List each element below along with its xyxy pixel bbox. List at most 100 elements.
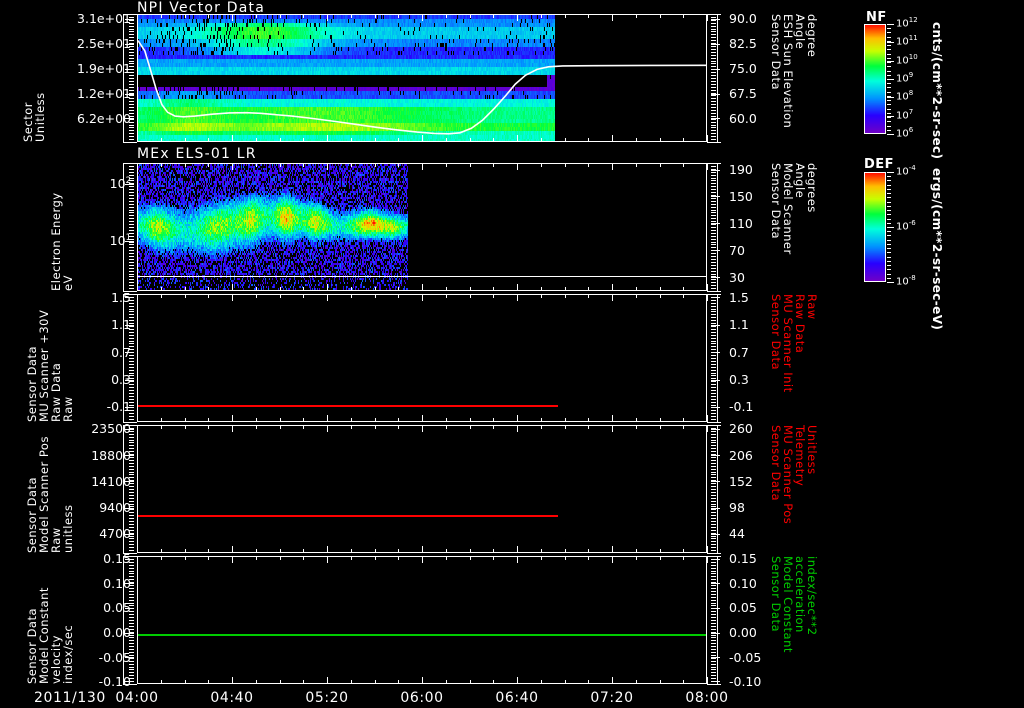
colorbar-minor-tick bbox=[887, 239, 891, 241]
axis-minor-tick bbox=[129, 180, 134, 182]
axis-minor-tick bbox=[129, 602, 134, 604]
axis-minor-tick bbox=[711, 317, 716, 319]
axis-rail-cap bbox=[123, 425, 137, 426]
axis-tick-label: 3.1e+01 bbox=[77, 11, 131, 27]
time-minor-tick bbox=[659, 418, 661, 422]
axis-minor-tick bbox=[711, 567, 716, 569]
colorbar-minor-tick bbox=[887, 176, 891, 178]
axis-minor-tick bbox=[129, 582, 134, 584]
axis-minor-tick bbox=[711, 509, 716, 511]
panel-npi-vector-data bbox=[137, 14, 707, 142]
axis-tick-mark bbox=[711, 169, 720, 171]
nf-colorbar-unit: cnts/(cm**2-sr-sec) bbox=[930, 22, 944, 160]
axis-minor-tick bbox=[711, 401, 716, 403]
time-minor-tick bbox=[327, 425, 328, 429]
time-minor-tick bbox=[398, 138, 400, 142]
time-minor-tick bbox=[350, 556, 352, 560]
axis-minor-tick bbox=[711, 270, 716, 272]
axis-tick-label: 67.5 bbox=[729, 86, 757, 101]
axis-minor-tick bbox=[129, 625, 134, 627]
time-minor-tick bbox=[303, 287, 305, 291]
axis-minor-tick bbox=[711, 282, 716, 284]
colorbar-minor-tick bbox=[887, 205, 891, 207]
time-minor-tick bbox=[422, 549, 423, 553]
axis-minor-tick bbox=[711, 54, 716, 56]
axis-minor-tick bbox=[129, 454, 134, 456]
time-minor-tick bbox=[612, 556, 613, 560]
axis-minor-tick bbox=[711, 311, 716, 313]
time-minor-tick bbox=[374, 294, 376, 298]
time-minor-tick bbox=[469, 14, 471, 18]
time-minor-tick bbox=[327, 556, 328, 560]
axis-minor-tick bbox=[129, 489, 134, 490]
axis-rail bbox=[123, 556, 124, 684]
axis-minor-tick bbox=[711, 384, 716, 386]
axis-minor-tick bbox=[711, 608, 716, 610]
axis-tick-mark bbox=[125, 68, 134, 70]
axis-minor-tick bbox=[129, 221, 134, 223]
axis-tick-label: 102 bbox=[109, 176, 131, 192]
colorbar-tick-mark bbox=[887, 97, 894, 99]
time-minor-tick bbox=[255, 680, 257, 684]
axis-minor-tick bbox=[129, 436, 134, 438]
axis-minor-tick bbox=[129, 523, 134, 525]
time-minor-tick bbox=[160, 418, 162, 422]
axis-rail-cap bbox=[707, 425, 721, 426]
axis-minor-tick bbox=[711, 340, 716, 342]
colorbar-minor-tick bbox=[887, 83, 891, 85]
time-minor-tick bbox=[445, 287, 447, 291]
panel-mex-els-01-lr bbox=[137, 163, 707, 291]
axis-minor-tick bbox=[129, 622, 134, 624]
time-minor-tick bbox=[517, 418, 518, 422]
axis-rail-cap bbox=[123, 422, 137, 423]
axis-rail-cap bbox=[123, 291, 137, 292]
axis-tick-mark bbox=[711, 455, 720, 457]
axis-minor-tick bbox=[129, 518, 134, 520]
axis-minor-tick bbox=[711, 497, 716, 499]
axis-minor-tick bbox=[129, 28, 134, 30]
axis-minor-tick bbox=[129, 279, 134, 281]
axis-tick-label: 0.10 bbox=[103, 575, 131, 591]
time-minor-tick bbox=[707, 680, 708, 684]
axis-rail-cap bbox=[707, 553, 721, 554]
colorbar-minor-tick bbox=[887, 62, 891, 64]
time-minor-tick bbox=[517, 549, 518, 553]
colorbar-minor-tick bbox=[887, 108, 891, 110]
axis-minor-tick bbox=[129, 212, 134, 214]
axis-tick-label: -0.05 bbox=[98, 649, 131, 665]
axis-minor-tick bbox=[129, 649, 134, 651]
axis-rail-cap bbox=[707, 556, 721, 557]
axis-minor-tick bbox=[711, 302, 716, 304]
time-minor-tick bbox=[350, 680, 352, 684]
axis-minor-tick bbox=[711, 139, 716, 141]
axis-minor-tick bbox=[711, 521, 716, 522]
axis-minor-tick bbox=[711, 267, 716, 269]
axis-minor-tick bbox=[711, 232, 716, 234]
time-minor-tick bbox=[327, 163, 328, 167]
axis-minor-tick bbox=[129, 264, 134, 266]
axis-minor-tick bbox=[711, 445, 716, 447]
axis-tick-label: 18800 bbox=[91, 447, 131, 463]
axis-minor-tick bbox=[711, 195, 716, 196]
axis-minor-tick bbox=[129, 634, 134, 636]
axis-minor-tick bbox=[711, 398, 716, 400]
axis-minor-tick bbox=[711, 646, 716, 648]
nf-colorbar-title: NF bbox=[866, 10, 887, 25]
time-minor-tick bbox=[160, 680, 162, 684]
axis-minor-tick bbox=[711, 494, 716, 496]
axis-minor-tick bbox=[711, 558, 716, 560]
axis-minor-tick bbox=[711, 506, 716, 508]
axis-minor-tick bbox=[711, 390, 716, 391]
axis-tick-label: 14100 bbox=[91, 473, 131, 489]
axis-minor-tick bbox=[711, 672, 716, 674]
axis-minor-tick bbox=[129, 250, 134, 252]
axis-minor-tick bbox=[129, 261, 134, 263]
panel-model-scanner-pos bbox=[137, 425, 707, 553]
axis-minor-tick bbox=[711, 410, 716, 412]
cbar0-gradient bbox=[865, 25, 885, 133]
axis-tick-label: 206 bbox=[729, 447, 753, 463]
axis-minor-tick bbox=[711, 500, 716, 502]
axis-minor-tick bbox=[711, 550, 716, 552]
axis-minor-tick bbox=[711, 177, 716, 179]
axis-rail-cap bbox=[123, 163, 137, 164]
